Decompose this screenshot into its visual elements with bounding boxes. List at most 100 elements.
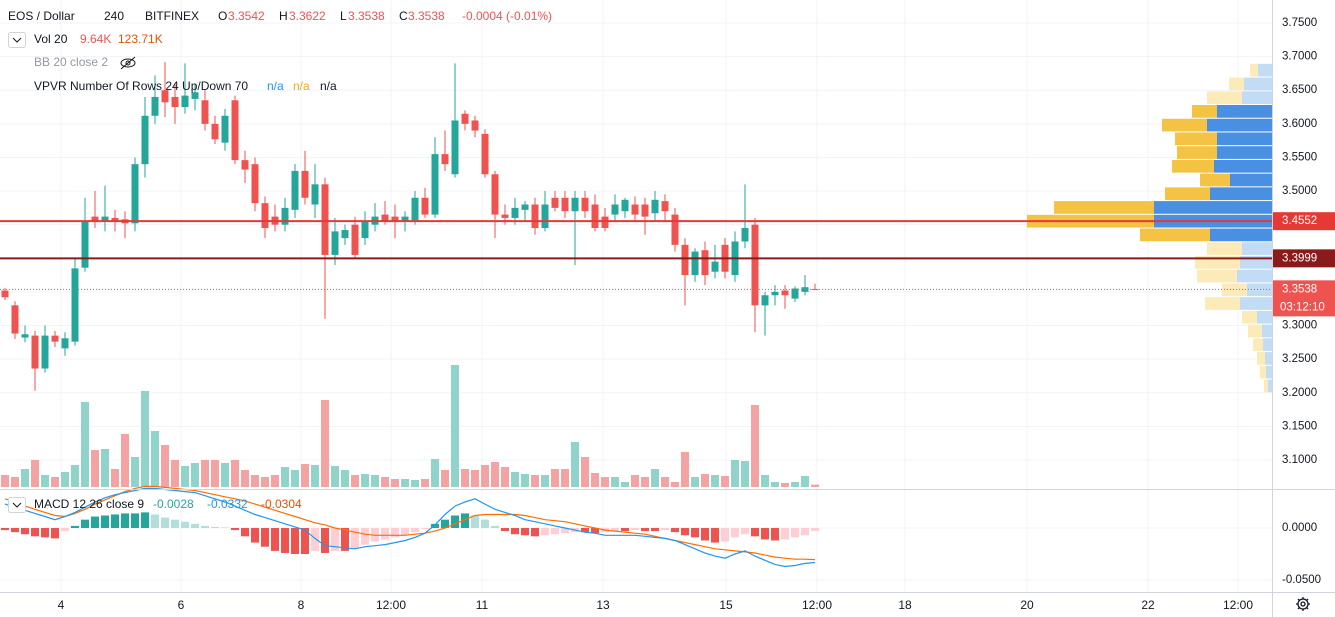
collapse-button[interactable] [8, 32, 26, 48]
volume-bar [281, 467, 289, 487]
volume-bar [201, 460, 209, 487]
collapse-button[interactable] [8, 497, 26, 513]
price-label-box [1273, 249, 1335, 268]
macd-histogram-bar [461, 513, 469, 528]
volume-bar [11, 477, 19, 487]
candle-body [81, 221, 89, 268]
profile-down [1257, 310, 1272, 324]
candle-body [221, 115, 229, 143]
volume-bar [81, 402, 89, 487]
candle-body [671, 214, 679, 245]
indicator-value: n/a [320, 79, 337, 93]
macd-histogram-bar [21, 527, 29, 535]
volume-bar [521, 474, 529, 487]
candle-body [61, 338, 69, 349]
candle-body [651, 199, 659, 214]
candle-body [201, 100, 209, 124]
volume-bar [451, 365, 459, 487]
settings-icon[interactable] [1296, 597, 1310, 611]
candle-body [311, 184, 319, 205]
y-tick-label: 3.7000 [1282, 51, 1317, 63]
x-tick-label: 12:00 [1223, 598, 1253, 612]
macd-histogram-bar [111, 514, 119, 528]
volume-bar [481, 465, 489, 487]
macd-histogram-bar [641, 527, 649, 532]
candle-body [601, 216, 609, 229]
profile-up [1172, 159, 1214, 173]
profile-up [1165, 187, 1210, 201]
macd-histogram-bar [161, 517, 169, 528]
macd-histogram-bar [441, 519, 449, 528]
candle-body [471, 120, 479, 131]
interval: 240 [104, 9, 124, 23]
macd-histogram-bar [271, 527, 279, 551]
candle-body [281, 207, 289, 225]
macd-histogram-bar [531, 527, 539, 537]
candle-body [751, 224, 759, 306]
candle-body [251, 164, 259, 204]
volume-bar [21, 469, 29, 487]
macd-histogram-bar [701, 527, 709, 541]
volume-bar [341, 470, 349, 487]
macd-histogram-bar [121, 513, 129, 528]
volume-bar [181, 466, 189, 487]
volume-bar [441, 470, 449, 487]
x-tick-label: 12:00 [802, 598, 832, 612]
candle-body [781, 290, 789, 296]
profile-up [1253, 338, 1263, 352]
candle-body [511, 207, 519, 218]
volume-bar [31, 460, 39, 487]
volume-bar [551, 469, 559, 487]
profile-up [1054, 201, 1154, 214]
profile-down [1230, 173, 1272, 187]
macd-histogram-bar [631, 527, 639, 531]
candle-body [571, 197, 579, 212]
volume-bar [271, 475, 279, 487]
macd-histogram-bar [251, 527, 259, 543]
volume-bar [661, 477, 669, 487]
candle-body [171, 96, 179, 108]
profile-down [1217, 146, 1272, 159]
volume-bar [221, 463, 229, 487]
candle-body [551, 197, 559, 208]
volume-bar [241, 470, 249, 487]
candle-body [301, 170, 309, 198]
price-label-box [1273, 280, 1335, 317]
volume-bar [421, 479, 429, 487]
candle-body [181, 95, 189, 108]
profile-down [1242, 242, 1272, 255]
volume-bar [61, 472, 69, 487]
y-tick-label: 3.2000 [1282, 387, 1317, 399]
macd-histogram-bar [141, 512, 149, 528]
macd-histogram-bar [261, 527, 269, 547]
y-tick-label: 0.0000 [1282, 522, 1317, 534]
profile-up [1175, 132, 1217, 146]
macd-histogram-bar [741, 527, 749, 535]
candle-body [661, 201, 669, 212]
profile-up [1177, 146, 1217, 159]
macd-histogram-bar [611, 527, 619, 532]
y-tick-label: 3.6500 [1282, 84, 1317, 96]
profile-up [1222, 283, 1247, 297]
profile-down [1207, 118, 1272, 132]
ohlc-value: 3.3538 [348, 9, 385, 23]
candle-body [351, 224, 359, 255]
volume-bar [351, 475, 359, 487]
ohlc-label: C [399, 9, 408, 23]
profile-up [1257, 352, 1265, 365]
profile-down [1214, 159, 1272, 173]
hidden-icon[interactable] [120, 56, 136, 70]
volume-bar [211, 460, 219, 487]
candle-body [421, 197, 429, 215]
volume-bar [531, 475, 539, 487]
macd-histogram-bar [451, 515, 459, 528]
ohlc-value: 3.3622 [289, 9, 326, 23]
x-tick-label: 6 [178, 598, 185, 612]
indicator-title: BB 20 close 2 [34, 55, 108, 69]
candle-body [631, 204, 639, 215]
candle-body [741, 228, 749, 242]
profile-up [1207, 91, 1242, 105]
volume-bar [111, 469, 119, 487]
ohlc-label: O [218, 9, 227, 23]
macd-histogram-bar [581, 527, 589, 533]
